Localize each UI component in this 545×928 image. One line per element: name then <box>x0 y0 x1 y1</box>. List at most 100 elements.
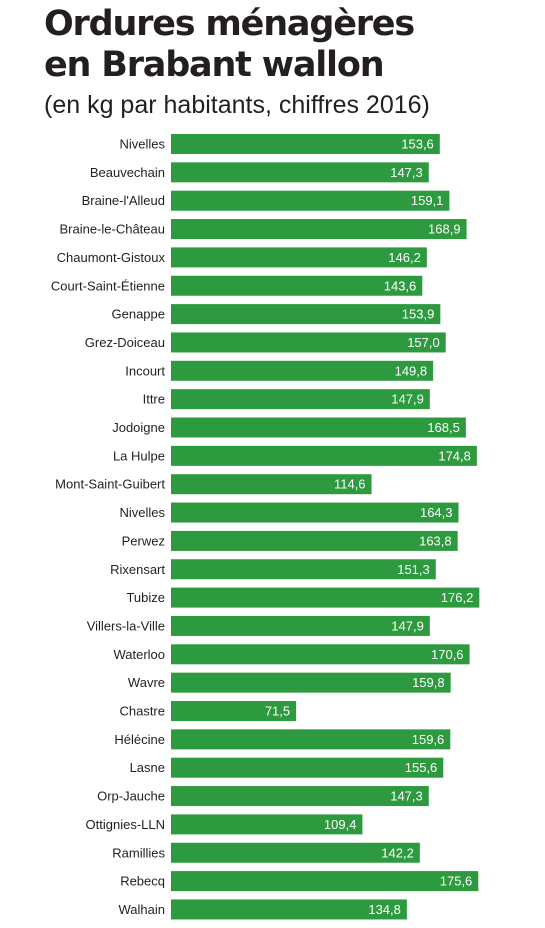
category-label: Jodoigne <box>112 420 165 435</box>
category-label: Rixensart <box>110 562 165 577</box>
category-label: Waterloo <box>113 647 165 662</box>
bar <box>171 162 429 183</box>
bar <box>171 445 477 466</box>
category-label: Walhain <box>119 902 165 917</box>
bar-row: Braine-l'Alleud 159,1 <box>82 190 450 211</box>
data-label: 159,6 <box>412 732 445 747</box>
bar-row: Nivelles 153,6 <box>119 134 440 154</box>
bar-row: Walhain 134,8 <box>119 899 407 920</box>
chart-header: Ordures ménagères en Brabant wallon (en … <box>44 4 539 120</box>
bar-row: Ottignies-LLN 109,4 <box>86 814 363 835</box>
category-label: Villers-la-Ville <box>87 618 165 633</box>
data-label: 146,2 <box>388 250 421 265</box>
bar <box>171 899 407 920</box>
category-label: Incourt <box>125 363 165 378</box>
bar <box>171 417 466 438</box>
bar <box>171 389 430 410</box>
bar-row: Waterloo 170,6 <box>113 644 470 665</box>
data-label: 174,8 <box>438 448 471 463</box>
category-label: Ramillies <box>112 845 165 860</box>
data-label: 143,6 <box>384 278 417 293</box>
data-label: 147,9 <box>391 618 424 633</box>
bar <box>171 332 446 353</box>
bar-row: Nivelles 164,3 <box>119 502 459 523</box>
bar-row: Mont-Saint-Guibert 114,6 <box>55 474 372 495</box>
data-label: 71,5 <box>265 704 290 719</box>
bar-row: La Hulpe 174,8 <box>113 445 477 466</box>
bar <box>171 304 441 325</box>
category-label: Chaumont-Gistoux <box>57 250 166 265</box>
bar-row: Rebecq 175,6 <box>120 871 479 892</box>
bar <box>171 757 444 778</box>
bar-row: Ramillies 142,2 <box>112 842 420 863</box>
bar-row: Chaumont-Gistoux 146,2 <box>57 247 427 268</box>
bar <box>171 275 423 296</box>
bar-row: Chastre 71,5 <box>119 701 297 721</box>
category-label: Genappe <box>112 307 166 322</box>
bar <box>171 786 429 807</box>
bar <box>171 502 459 523</box>
data-label: 157,0 <box>407 335 440 350</box>
data-label: 155,6 <box>405 760 438 775</box>
bar <box>171 701 297 721</box>
data-label: 149,8 <box>395 363 428 378</box>
bar <box>171 871 479 892</box>
category-label: Hélécine <box>114 732 165 747</box>
data-label: 159,8 <box>412 675 445 690</box>
category-label: Court-Saint-Étienne <box>51 278 165 293</box>
data-label: 163,8 <box>419 533 452 548</box>
bar <box>171 587 480 608</box>
bar-row: Orp-Jauche 147,3 <box>97 786 429 807</box>
data-label: 153,9 <box>402 307 435 322</box>
bar <box>171 247 427 268</box>
bar-row: Jodoigne 168,5 <box>112 417 466 438</box>
category-label: Ottignies-LLN <box>86 817 165 832</box>
bar-row: Wavre 159,8 <box>128 672 451 693</box>
data-label: 175,6 <box>440 874 473 889</box>
data-label: 134,8 <box>368 902 401 917</box>
data-label: 147,3 <box>390 789 423 804</box>
category-label: Lasne <box>130 760 165 775</box>
data-label: 142,2 <box>381 845 414 860</box>
bar <box>171 672 451 693</box>
bar <box>171 729 451 750</box>
data-label: 109,4 <box>324 817 357 832</box>
bar <box>171 842 420 863</box>
category-label: La Hulpe <box>113 448 165 463</box>
bar-row: Court-Saint-Étienne 143,6 <box>51 275 423 296</box>
data-label: 151,3 <box>397 562 430 577</box>
bar-row: Braine-le-Château 168,9 <box>59 219 467 240</box>
bar-row: Ittre 147,9 <box>143 389 430 410</box>
chart-title-line-2: en Brabant wallon <box>44 45 385 85</box>
data-label: 147,3 <box>390 165 423 180</box>
category-label: Tubize <box>126 590 165 605</box>
category-label: Grez-Doiceau <box>85 335 165 350</box>
category-label: Ittre <box>143 392 165 407</box>
bar-row: Villers-la-Ville 147,9 <box>87 615 430 636</box>
chart-title-line-1: Ordures ménagères <box>44 4 415 44</box>
data-label: 170,6 <box>431 647 464 662</box>
bar <box>171 219 467 240</box>
bar-row: Lasne 155,6 <box>130 757 444 778</box>
category-label: Mont-Saint-Guibert <box>55 477 165 492</box>
bar <box>171 474 372 495</box>
bar <box>171 360 434 381</box>
category-label: Chastre <box>119 704 165 719</box>
bar <box>171 190 450 211</box>
bar <box>171 530 458 551</box>
category-label: Rebecq <box>120 874 165 889</box>
chart-subtitle: (en kg par habitants, chiffres 2016) <box>44 91 430 119</box>
bar-row: Hélécine 159,6 <box>114 729 451 750</box>
bar-row: Incourt 149,8 <box>125 360 434 381</box>
bar-row: Perwez 163,8 <box>122 530 458 551</box>
bar <box>171 644 470 665</box>
bar <box>171 615 430 636</box>
category-label: Wavre <box>128 675 165 690</box>
category-label: Orp-Jauche <box>97 789 165 804</box>
bar <box>171 559 436 580</box>
data-label: 168,5 <box>427 420 460 435</box>
data-label: 168,9 <box>428 222 461 237</box>
category-label: Braine-l'Alleud <box>82 193 165 208</box>
data-label: 164,3 <box>420 505 453 520</box>
